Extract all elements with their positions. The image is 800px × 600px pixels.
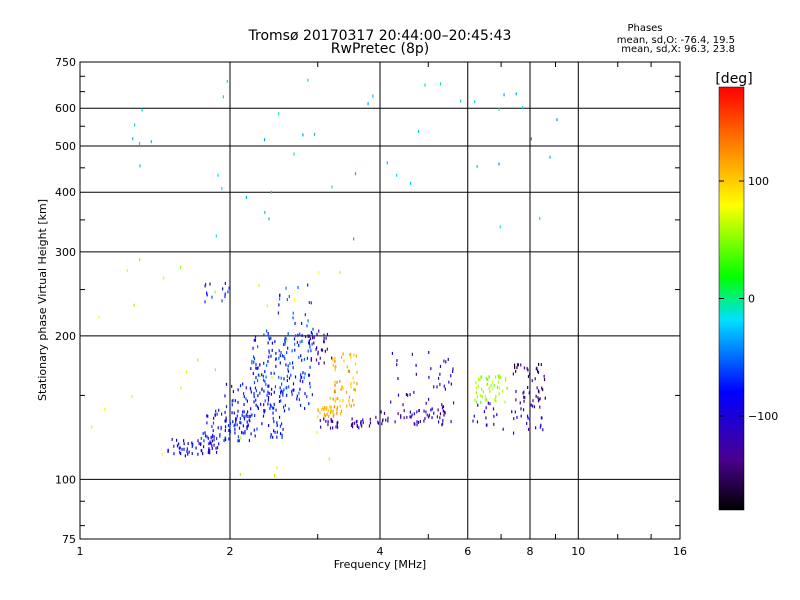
y-tick-label: 300: [55, 246, 76, 259]
y-tick-label: 100: [55, 473, 76, 486]
x-axis-label: Frequency [MHz]: [334, 558, 426, 571]
plot-frame: [79, 61, 681, 540]
colorbar-tick-label: −100: [748, 410, 778, 423]
y-axis: 75 100 200 300 400 500 600 750: [55, 56, 680, 546]
x-axis: 1 2 4 6 8 10 16: [77, 62, 687, 558]
y-tick-label: 500: [55, 140, 76, 153]
y-tick-label: 75: [62, 533, 76, 546]
chart-subtitle: RwPretec (8p): [331, 41, 429, 57]
y-tick-label: 750: [55, 56, 76, 69]
x-tick-label: 2: [227, 545, 234, 558]
colorbar-tick-label: 100: [748, 175, 769, 188]
x-tick-label: 8: [527, 545, 534, 558]
colorbar-label: [deg]: [715, 71, 752, 87]
x-tick-label: 10: [571, 545, 585, 558]
x-tick-label: 1: [77, 545, 84, 558]
y-tick-label: 400: [55, 186, 76, 199]
y-tick-label: 200: [55, 330, 76, 343]
x-tick-label: 6: [464, 545, 471, 558]
x-tick-label: 16: [673, 545, 687, 558]
stats-line-o: mean, sd,O: -76.4, 19.5: [617, 35, 735, 46]
stats-header: Phases: [627, 23, 662, 34]
grid: [80, 62, 680, 539]
colorbar-ticks: 100 0 −100: [719, 175, 778, 423]
data-points: [91, 78, 558, 478]
colorbar-tick-label: 0: [748, 293, 755, 306]
x-tick-label: 4: [377, 545, 384, 558]
y-tick-label: 600: [55, 102, 76, 115]
y-axis-label: Stationary phase Virtual Height [km]: [36, 199, 49, 401]
chart-title: Tromsø 20170317 20:44:00–20:45:43: [248, 28, 512, 44]
stats-line-x: mean, sd,X: 96.3, 23.8: [621, 44, 735, 55]
